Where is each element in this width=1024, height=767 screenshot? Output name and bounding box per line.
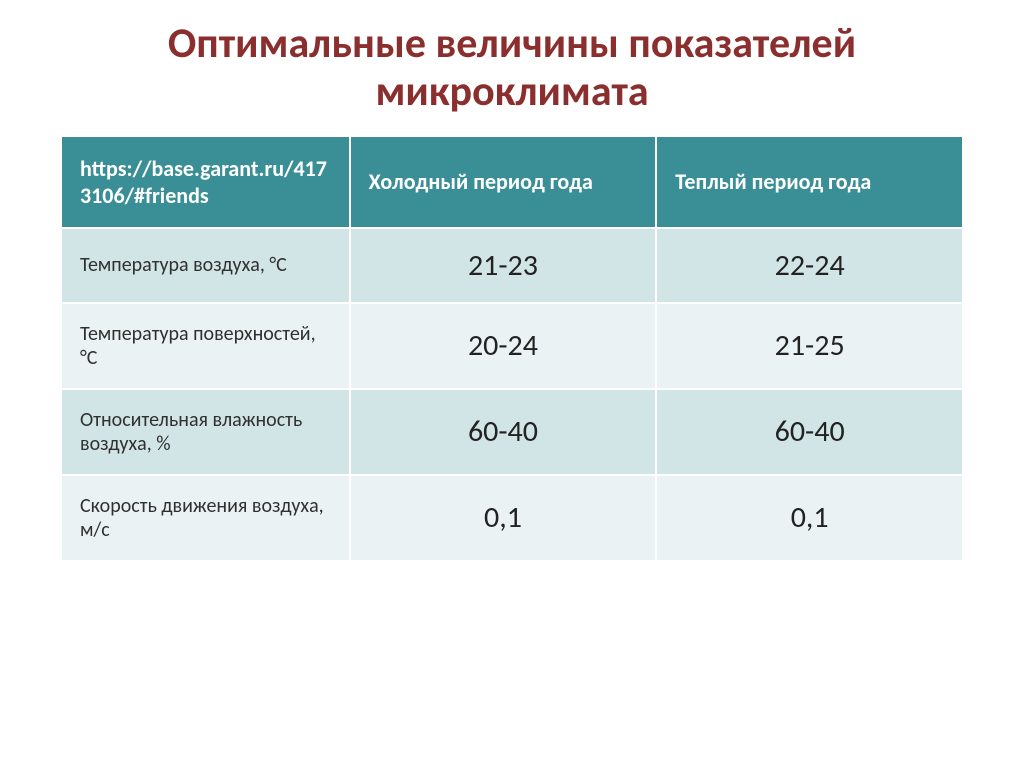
- header-source-link: https://base.garant.ru/4173106/#friends: [61, 136, 350, 228]
- header-cold-period: Холодный период года: [350, 136, 657, 228]
- table-row: Температура воздуха, °С 21-23 22-24: [61, 228, 963, 303]
- header-warm-period: Теплый период года: [656, 136, 963, 228]
- row-label: Температура поверхностей, °С: [61, 303, 350, 389]
- page-title: Оптимальные величины показателей микрокл…: [60, 20, 964, 117]
- microclimate-table: https://base.garant.ru/4173106/#friends …: [60, 135, 964, 562]
- table-row: Относительная влажность воздуха, % 60-40…: [61, 389, 963, 475]
- row-label: Относительная влажность воздуха, %: [61, 389, 350, 475]
- cell-cold: 20-24: [350, 303, 657, 389]
- cell-warm: 60-40: [656, 389, 963, 475]
- table-row: Скорость движения воздуха, м/с 0,1 0,1: [61, 475, 963, 561]
- cell-cold: 0,1: [350, 475, 657, 561]
- cell-cold: 21-23: [350, 228, 657, 303]
- cell-warm: 22-24: [656, 228, 963, 303]
- cell-warm: 21-25: [656, 303, 963, 389]
- row-label: Скорость движения воздуха, м/с: [61, 475, 350, 561]
- table-row: Температура поверхностей, °С 20-24 21-25: [61, 303, 963, 389]
- row-label: Температура воздуха, °С: [61, 228, 350, 303]
- cell-cold: 60-40: [350, 389, 657, 475]
- table-header-row: https://base.garant.ru/4173106/#friends …: [61, 136, 963, 228]
- cell-warm: 0,1: [656, 475, 963, 561]
